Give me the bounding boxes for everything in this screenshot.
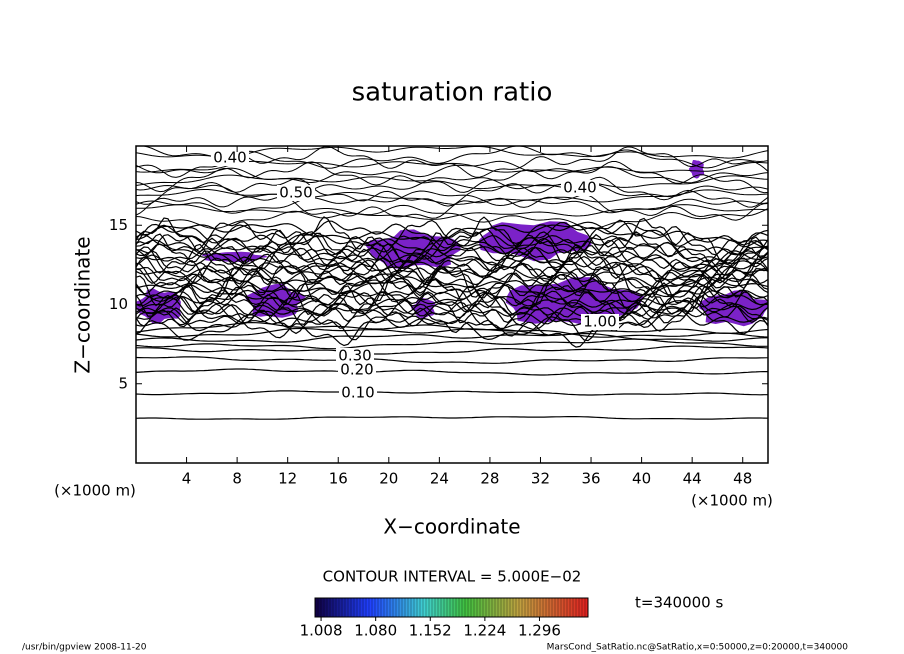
y-axis-label: Z−coordinate <box>71 236 95 373</box>
time-label: t=340000 s <box>635 594 723 612</box>
contour-line <box>136 345 768 355</box>
colorbar-tick-label: 1.080 <box>354 622 397 640</box>
chart-title: saturation ratio <box>352 78 553 108</box>
contour-line <box>136 234 768 263</box>
contour-label-bg <box>336 348 374 364</box>
contour-line <box>136 300 768 348</box>
contour-label-bg <box>561 180 599 196</box>
colorbar-tick-label: 1.224 <box>463 622 506 640</box>
contour-label: 1.00 <box>583 313 616 331</box>
x-axis-label: X−coordinate <box>383 515 520 539</box>
contour-line <box>136 302 768 341</box>
contour-line <box>136 262 768 298</box>
contour-line <box>136 338 768 350</box>
footer-left: /usr/bin/gpview 2008-11-20 <box>22 643 147 653</box>
x-tick-label: 44 <box>683 470 702 488</box>
contour-line <box>136 204 768 220</box>
footer-right: MarsCond_SatRatio.nc@SatRatio,x=0:50000,… <box>547 643 849 653</box>
contour-line <box>136 216 768 265</box>
contour-line <box>136 262 768 286</box>
colorbar-tick-label: 1.008 <box>300 622 343 640</box>
contour-label-bg <box>581 314 619 330</box>
x-tick-label: 40 <box>632 470 651 488</box>
contour-label-bg <box>338 362 376 378</box>
colorbar-stripes <box>317 598 586 617</box>
contour-line <box>136 275 768 307</box>
x-tick-label: 28 <box>480 470 499 488</box>
contour-line <box>136 327 768 338</box>
contour-label: 0.10 <box>341 384 374 402</box>
contour-line <box>136 356 768 364</box>
contour-line <box>136 221 768 244</box>
contour-line <box>136 204 768 230</box>
contour-label-bg <box>339 385 377 401</box>
contour-label: 0.40 <box>563 179 596 197</box>
contour-line <box>136 194 768 221</box>
contour-label-bg <box>211 150 249 166</box>
contour-line <box>136 189 768 205</box>
x-unit-right: (×1000 m) <box>691 492 773 510</box>
contour-line <box>136 289 768 327</box>
contour-line <box>136 219 768 256</box>
x-tick-label: 12 <box>278 470 297 488</box>
x-unit-left: (×1000 m) <box>54 482 136 500</box>
colorbar-frame <box>314 597 589 618</box>
contour-line <box>136 333 768 343</box>
contour-label: 0.20 <box>340 361 373 379</box>
contour-line <box>136 262 768 310</box>
x-tick-label: 4 <box>182 470 192 488</box>
y-tick-label: 5 <box>118 374 128 392</box>
contour-line <box>136 176 768 208</box>
contour-line <box>136 305 768 326</box>
colorbar-tick-label: 1.152 <box>409 622 452 640</box>
contour-line <box>136 290 768 332</box>
y-tick-label: 10 <box>109 295 128 313</box>
x-tick-label: 8 <box>232 470 242 488</box>
x-tick-label: 20 <box>379 470 398 488</box>
contour-line <box>136 174 768 190</box>
saturated-region <box>478 221 592 262</box>
x-tick-label: 32 <box>531 470 550 488</box>
contour-line <box>136 276 768 317</box>
contour-line <box>136 243 768 299</box>
contour-line <box>136 416 768 420</box>
colorbar-tick-label: 1.296 <box>518 622 561 640</box>
contour-label: 0.40 <box>213 149 246 167</box>
contour-line <box>136 368 768 376</box>
x-tick-label: 48 <box>733 470 752 488</box>
plot-area: 0.40 0.50 0.40 0.300.20 0.10 1.00 <box>136 146 768 420</box>
x-tick-label: 16 <box>329 470 348 488</box>
contour-line <box>136 289 768 320</box>
contour-line <box>136 161 768 194</box>
contour-line <box>136 390 768 396</box>
x-tick-label: 24 <box>430 470 449 488</box>
contour-interval: CONTOUR INTERVAL = 5.000E−02 <box>323 568 582 586</box>
x-tick-label: 36 <box>581 470 600 488</box>
colorbar <box>315 598 588 617</box>
contour-line <box>136 234 768 258</box>
contour-label-bg <box>277 185 315 201</box>
contour-label: 0.50 <box>279 184 312 202</box>
y-tick-label: 15 <box>109 216 128 234</box>
contour-label: 0.30 <box>338 347 371 365</box>
